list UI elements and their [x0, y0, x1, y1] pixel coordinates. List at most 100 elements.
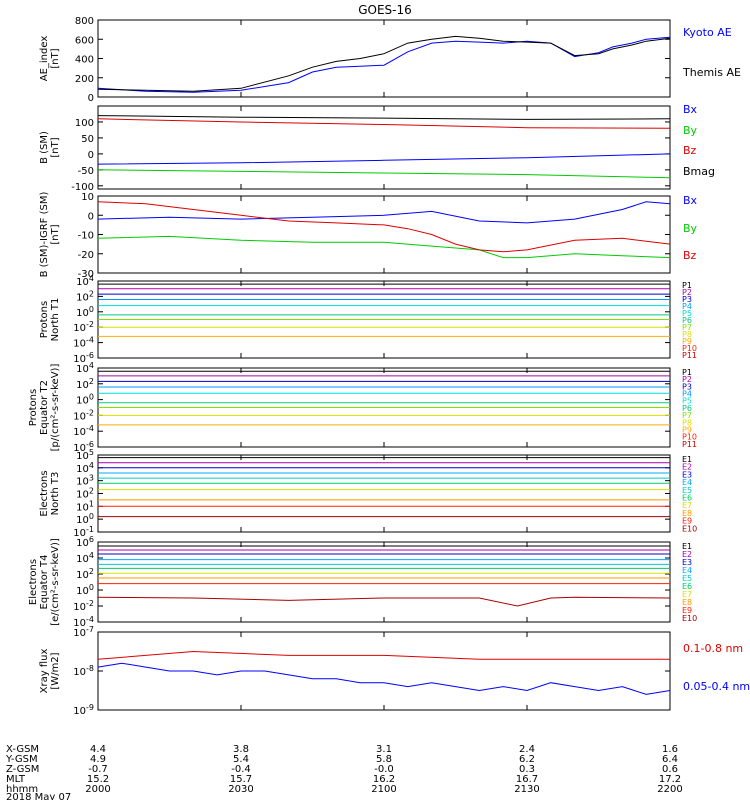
legend-e5: E5	[682, 574, 692, 583]
y-tick-label: 10-2	[73, 599, 94, 613]
footer-row-label: hhmm	[6, 784, 38, 795]
y-tick-label: 102	[76, 567, 94, 581]
legend-p2: P2	[682, 288, 692, 297]
y-tick-label: 10-1	[73, 525, 94, 539]
y-tick-label: 106	[76, 535, 94, 549]
series-line-kyoto-ae	[97, 36, 671, 93]
footer-value: 0.3	[519, 764, 535, 775]
legend-e6: E6	[682, 494, 692, 503]
footer-value: 15.2	[87, 774, 109, 785]
footer-row-label: Z-GSM	[6, 764, 39, 775]
y-tick-label: 102	[76, 289, 94, 303]
legend-e7: E7	[682, 590, 692, 599]
legend-p7: P7	[682, 323, 692, 332]
footer-value: 15.7	[230, 774, 252, 785]
y-tick-label: -10	[78, 231, 94, 242]
y-tick-label: 50	[81, 134, 94, 145]
legend-themis-ae: Themis AE	[682, 66, 741, 79]
legend-p6: P6	[682, 404, 692, 413]
footer-date: 2018 May 07	[6, 792, 71, 800]
legend-e3: E3	[682, 470, 692, 479]
footer-value: 2100	[371, 784, 396, 795]
y-tick-label: 10	[81, 192, 94, 203]
footer-value: 17.2	[659, 774, 681, 785]
legend-p1: P1	[682, 281, 692, 290]
legend-e7: E7	[682, 501, 692, 510]
y-tick-label: 102	[76, 487, 94, 501]
footer-value: 16.7	[516, 774, 538, 785]
legend-p3: P3	[682, 382, 692, 391]
footer-value: 6.2	[519, 754, 535, 765]
y-axis-label: Protons	[39, 301, 50, 338]
y-tick-label: 10-4	[73, 615, 94, 629]
y-tick-label: -100	[71, 182, 94, 193]
series-line-by	[97, 169, 671, 179]
series-line-0-1-0-8-nm	[97, 650, 670, 660]
footer-value: 4.4	[90, 744, 106, 755]
series-line-by	[97, 235, 671, 259]
y-tick-label: 0	[88, 211, 94, 222]
legend-bx: Bx	[683, 194, 698, 207]
legend-p7: P7	[682, 411, 692, 420]
legend-e10: E10	[682, 524, 697, 533]
y-tick-label: 10-9	[73, 703, 94, 717]
footer-value: -0.0	[374, 764, 394, 775]
y-tick-label: 104	[76, 274, 94, 288]
y-tick-label: 0	[88, 93, 94, 104]
legend-e2: E2	[682, 550, 692, 559]
footer-value: 5.8	[376, 754, 392, 765]
legend-p2: P2	[682, 375, 692, 384]
y-axis-label: Electrons	[28, 559, 39, 605]
legend-e5: E5	[682, 486, 692, 495]
y-tick-label: 103	[76, 474, 94, 488]
legend-p10: P10	[682, 344, 697, 353]
legend-e9: E9	[682, 606, 692, 615]
y-axis-label: AE_index	[39, 36, 50, 82]
footer-value: 3.8	[233, 744, 249, 755]
y-axis-label: [nT]	[50, 137, 61, 157]
series-line-bx	[97, 153, 671, 165]
y-tick-label: 104	[76, 361, 94, 375]
series-line-e10	[97, 596, 671, 607]
y-axis-label: Protons	[28, 389, 39, 426]
legend-e8: E8	[682, 598, 692, 607]
panel-frame-e_north	[97, 454, 671, 533]
y-axis-label: [nT]	[50, 224, 61, 244]
footer-value: 2200	[657, 784, 682, 795]
legend-e4: E4	[682, 478, 692, 487]
legend-p1: P1	[682, 368, 692, 377]
legend-p4: P4	[682, 390, 692, 399]
legend-p8: P8	[682, 418, 692, 427]
y-axis-label: B (SM)-IGRF (SM)	[39, 192, 50, 278]
legend-p6: P6	[682, 316, 692, 325]
y-axis-label: [p/(cm²-s-sr-keV)]	[50, 364, 61, 452]
y-axis-label: Equator T2	[39, 380, 50, 435]
footer-row-label: Y-GSM	[5, 754, 38, 765]
legend-bmag: Bmag	[683, 165, 715, 178]
y-axis-label: Equator T4	[39, 555, 50, 610]
legend-p3: P3	[682, 295, 692, 304]
y-tick-label: 105	[76, 448, 94, 462]
legend-p5: P5	[682, 309, 692, 318]
footer-row-label: X-GSM	[6, 744, 39, 755]
legend-e9: E9	[682, 517, 692, 526]
legend-e1: E1	[682, 542, 692, 551]
panel-frame-bigrf	[97, 195, 671, 274]
panel-frame-ae	[97, 19, 671, 98]
y-axis-label: [nT]	[50, 48, 61, 68]
y-tick-label: 100	[76, 583, 94, 597]
legend-p8: P8	[682, 330, 692, 339]
y-tick-label: 10-2	[73, 408, 94, 422]
legend-by: By	[683, 222, 698, 235]
footer-value: 2.4	[519, 744, 535, 755]
chart-title: GOES-16	[358, 3, 412, 17]
series-line-0-05-0-4-nm	[97, 662, 671, 695]
y-tick-label: 104	[76, 461, 94, 475]
y-tick-label: 101	[76, 499, 94, 513]
series-line-bx	[97, 201, 671, 224]
footer-value: -0.4	[231, 764, 251, 775]
legend-e4: E4	[682, 566, 692, 575]
legend-e1: E1	[682, 455, 692, 464]
